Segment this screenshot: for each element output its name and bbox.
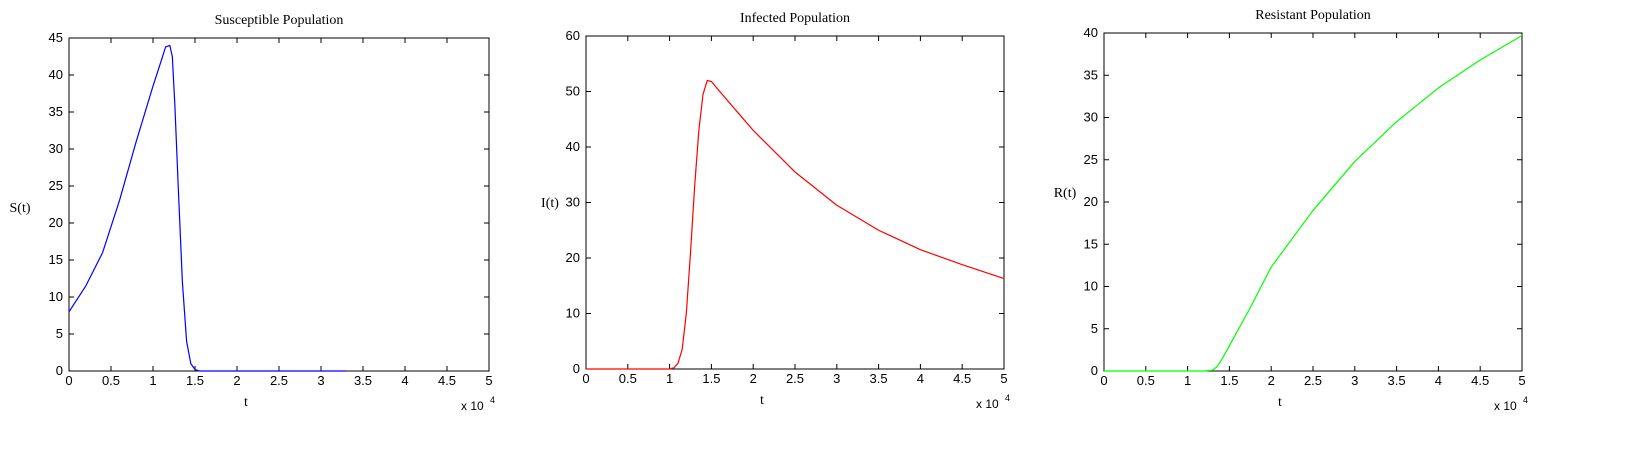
x-tick-label: 2.5	[786, 371, 804, 386]
x-tick-label: 0.5	[619, 371, 637, 386]
y-tick-label: 0	[573, 361, 580, 376]
y-tick-label: 15	[49, 252, 63, 267]
x-multiplier-exponent: 4	[490, 395, 495, 405]
y-tick-label: 45	[49, 30, 63, 45]
y-tick-label: 0	[1091, 363, 1098, 378]
x-tick-label: 0.5	[102, 373, 120, 388]
x-tick-label: 1	[1184, 373, 1191, 388]
x-axis-label: t	[760, 393, 764, 408]
y-tick-label: 10	[49, 289, 63, 304]
y-tick-label: 40	[566, 139, 580, 154]
x-tick-label: 4.5	[438, 373, 456, 388]
y-tick-label: 5	[56, 326, 63, 341]
x-tick-label: 2	[1268, 373, 1275, 388]
x-tick-label: 1	[666, 371, 673, 386]
x-tick-label: 3.5	[1388, 373, 1406, 388]
y-tick-label: 10	[566, 306, 580, 321]
y-axis-label: I(t)	[541, 196, 559, 211]
x-tick-label: 1.5	[186, 373, 204, 388]
x-tick-label: 5	[1518, 373, 1525, 388]
plot-area-frame	[585, 35, 1005, 370]
x-tick-label: 4	[401, 373, 408, 388]
x-tick-label: 3.5	[354, 373, 372, 388]
y-tick-label: 30	[1084, 110, 1098, 125]
x-tick-label: 2.5	[270, 373, 288, 388]
x-tick-label: 3	[1351, 373, 1358, 388]
x-tick-label: 0	[1100, 373, 1107, 388]
x-tick-label: 4.5	[953, 371, 971, 386]
plot-area-frame	[1103, 32, 1523, 372]
x-tick-label: 3.5	[870, 371, 888, 386]
x-tick-label: 3	[317, 373, 324, 388]
y-tick-label: 15	[1084, 236, 1098, 251]
x-tick-label: 0.5	[1137, 373, 1155, 388]
x-axis-label: t	[1278, 395, 1282, 410]
chart-title: Susceptible Population	[215, 13, 344, 28]
y-axis-label: R(t)	[1054, 186, 1077, 201]
y-tick-label: 30	[49, 141, 63, 156]
y-tick-label: 10	[1084, 279, 1098, 294]
x-multiplier-label: x 10	[461, 399, 484, 413]
chart-title: Resistant Population	[1255, 8, 1371, 23]
y-tick-label: 0	[56, 363, 63, 378]
x-tick-label: 4	[917, 371, 924, 386]
x-tick-label: 2.5	[1304, 373, 1322, 388]
x-tick-label: 0	[65, 373, 72, 388]
y-tick-label: 20	[1084, 194, 1098, 209]
y-tick-label: 20	[566, 250, 580, 265]
y-tick-label: 30	[566, 195, 580, 210]
x-tick-label: 3	[833, 371, 840, 386]
x-tick-label: 4	[1435, 373, 1442, 388]
x-tick-label: 2	[233, 373, 240, 388]
y-tick-label: 50	[566, 84, 580, 99]
x-tick-label: 5	[485, 373, 492, 388]
y-tick-label: 20	[49, 215, 63, 230]
x-tick-label: 2	[750, 371, 757, 386]
x-tick-label: 1.5	[1220, 373, 1238, 388]
chart-panel-3: Resistant Population 0 0.5 1 1.5 2 2.5 3 3.5 4 4.5…	[1054, 8, 1528, 413]
x-tick-label: 1.5	[702, 371, 720, 386]
chart-panel-2: Infected Population 0 0.5 1 1.5 2 2.5 3 3.5 4 4.5 5…	[541, 11, 1010, 411]
x-tick-label: 1	[149, 373, 156, 388]
y-axis-label: S(t)	[10, 201, 31, 216]
y-tick-label: 25	[1084, 152, 1098, 167]
series-line-1	[586, 79, 1005, 370]
series-line-1	[68, 44, 347, 372]
y-tick-label: 40	[1084, 25, 1098, 40]
y-tick-label: 5	[1091, 321, 1098, 336]
y-tick-label: 25	[49, 178, 63, 193]
series-line-1	[1104, 35, 1523, 372]
x-axis-label: t	[244, 395, 248, 410]
y-tick-label: 35	[49, 104, 63, 119]
y-tick-label: 40	[49, 67, 63, 82]
x-tick-label: 0	[582, 371, 589, 386]
x-multiplier-exponent: 4	[1523, 395, 1528, 405]
chart-title: Infected Population	[740, 11, 850, 26]
x-multiplier-label: x 10	[1494, 399, 1517, 413]
x-tick-label: 5	[1000, 371, 1007, 386]
x-tick-label: 4.5	[1471, 373, 1489, 388]
x-multiplier-label: x 10	[976, 397, 999, 411]
x-multiplier-exponent: 4	[1005, 393, 1010, 403]
y-tick-label: 60	[566, 28, 580, 43]
y-tick-label: 35	[1084, 67, 1098, 82]
plot-area-frame	[68, 37, 490, 372]
chart-panel-1: Susceptible Population 0 0.5 1 1.5 2 2.5 3 3.5 4 4…	[10, 13, 496, 413]
